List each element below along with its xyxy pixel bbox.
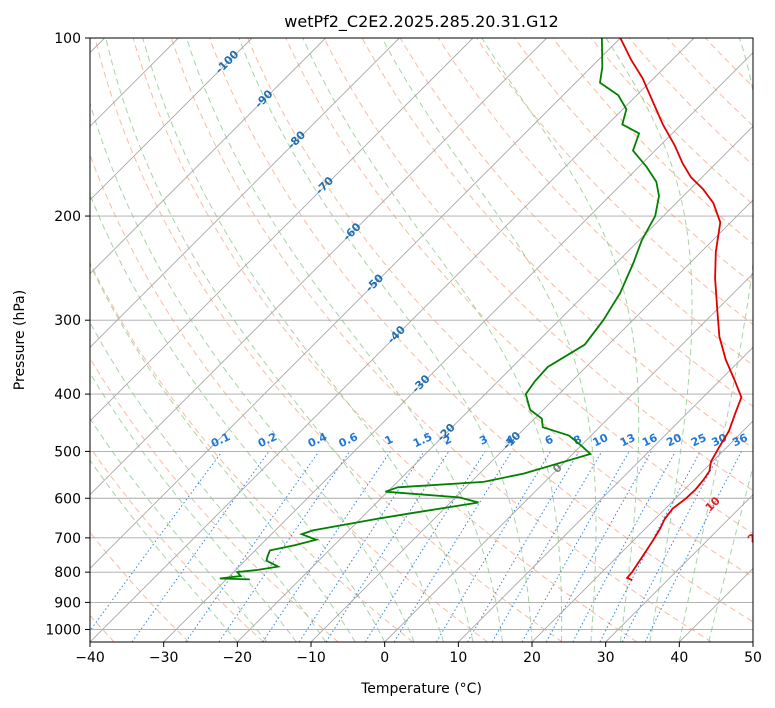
y-tick-label: 1000 xyxy=(45,622,81,638)
mixing-ratio-line xyxy=(393,451,513,642)
mixing-ratio-label: 25 xyxy=(689,431,708,449)
y-tick-label: 100 xyxy=(54,31,81,47)
red-isotherm-label: 20 xyxy=(745,525,765,545)
isotherm-line xyxy=(90,38,621,569)
isotherm-line xyxy=(90,38,253,201)
isotherm-line xyxy=(90,38,547,496)
dry-adiabat xyxy=(90,261,414,642)
moist-adiabat xyxy=(238,38,533,642)
x-tick-label: 10 xyxy=(449,650,467,666)
isotherm-line xyxy=(310,199,753,642)
dry-adiabat xyxy=(132,38,638,642)
dry-adiabat xyxy=(590,38,753,206)
y-tick-label: 500 xyxy=(54,444,81,460)
moist-adiabat xyxy=(302,38,563,642)
dry-adiabat xyxy=(476,38,753,326)
dry-adiabat xyxy=(323,38,753,492)
dry-adiabat xyxy=(399,38,753,408)
mixing-ratio-line xyxy=(435,451,552,642)
plot-frame xyxy=(89,37,754,643)
moist-adiabat xyxy=(142,38,474,642)
moist-adiabat xyxy=(186,38,503,642)
isotherm-line xyxy=(163,52,753,642)
dry-adiabat xyxy=(247,38,753,578)
pressure-gridlines xyxy=(90,38,753,630)
y-tick-label: 700 xyxy=(54,531,81,547)
isotherm-line xyxy=(90,38,474,422)
moist-adiabat xyxy=(90,263,356,642)
mixing-ratio-line xyxy=(218,451,351,642)
isotherm-line xyxy=(384,273,753,642)
y-tick-label: 200 xyxy=(54,209,81,225)
dry-adiabat xyxy=(209,38,753,623)
moist-adiabat xyxy=(90,321,327,642)
mixing-ratio-label: 30 xyxy=(710,431,730,449)
dry-adiabat xyxy=(514,38,753,285)
moist-adiabats xyxy=(90,38,753,642)
moist-adiabat xyxy=(481,38,640,642)
mixing-ratio-line xyxy=(491,451,603,642)
moist-adiabat xyxy=(90,459,238,642)
isotherm-line xyxy=(605,494,753,642)
moist-adiabat xyxy=(605,38,693,642)
isotherm-line xyxy=(458,346,753,642)
y-axis-label: Pressure (hPa) xyxy=(12,290,28,390)
y-axis-ticks: 100 200 300 400 500 600 700 800 900 1000 xyxy=(45,31,90,638)
mixing-ratio-line xyxy=(467,451,580,642)
y-tick-label: 600 xyxy=(54,491,81,507)
dry-adiabat xyxy=(170,38,712,642)
x-tick-label: 0 xyxy=(380,650,389,666)
chart-title: wetPf2_C2E2.2025.285.20.31.G12 xyxy=(284,12,558,32)
mixing-ratio-label: 10 xyxy=(591,431,611,449)
moist-adiabat xyxy=(90,372,297,642)
moist-adiabat xyxy=(381,38,597,642)
x-tick-label: −10 xyxy=(296,650,326,666)
x-axis-ticks: −40 −30 −20 −10 0 10 20 30 40 50 xyxy=(75,642,762,666)
moist-adiabat xyxy=(708,465,753,642)
mixing-ratio-line xyxy=(521,451,630,642)
isotherm-line xyxy=(531,420,753,642)
moist-adiabat xyxy=(678,38,753,642)
x-tick-label: 20 xyxy=(523,650,541,666)
mixing-ratio-line xyxy=(364,451,486,642)
dry-adiabat xyxy=(94,38,563,642)
mixing-ratio-line xyxy=(325,451,450,642)
isotherm-line xyxy=(90,38,400,348)
mixing-ratio-label: 20 xyxy=(664,431,684,449)
moist-adiabat xyxy=(90,193,386,642)
y-tick-label: 900 xyxy=(54,595,81,611)
moist-adiabat xyxy=(105,38,445,642)
isotherm-line xyxy=(90,38,695,642)
x-tick-label: −20 xyxy=(223,650,253,666)
mixing-ratio-label: 16 xyxy=(640,431,660,449)
temperature-profile xyxy=(619,38,743,581)
x-tick-label: −40 xyxy=(75,650,105,666)
moist-adiabat xyxy=(90,417,268,642)
x-tick-label: 40 xyxy=(670,650,688,666)
x-tick-label: 30 xyxy=(597,650,615,666)
dewpoint-profile xyxy=(219,38,660,581)
mixing-ratio-line xyxy=(90,451,223,632)
y-tick-label: 400 xyxy=(54,387,81,403)
y-tick-label: 800 xyxy=(54,565,81,581)
mixing-ratio-line xyxy=(572,451,676,642)
mixing-ratio-label: 36 xyxy=(730,431,750,449)
x-axis-label: Temperature (°C) xyxy=(360,681,482,697)
mixing-ratio-line xyxy=(131,451,270,642)
mixing-ratio-label: 13 xyxy=(618,431,637,449)
x-tick-label: 50 xyxy=(744,650,762,666)
x-tick-label: −30 xyxy=(149,650,179,666)
dry-adiabat xyxy=(90,446,264,642)
isotherm-line xyxy=(237,125,753,642)
isotherm-line xyxy=(90,38,326,275)
y-tick-label: 300 xyxy=(54,313,81,329)
isotherms xyxy=(90,38,753,642)
dry-adiabat xyxy=(628,38,753,166)
